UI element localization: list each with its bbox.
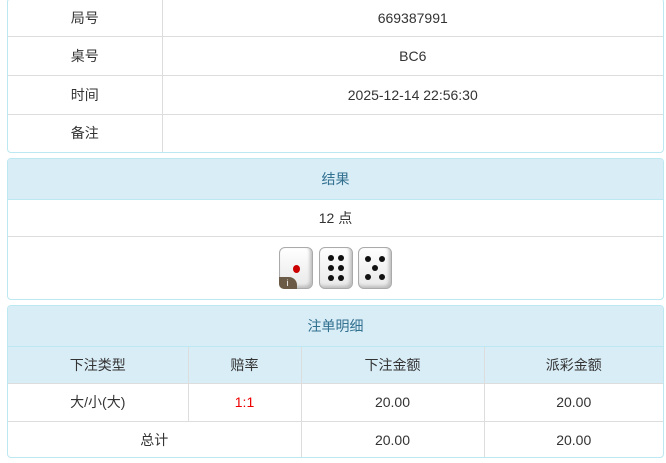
label: 局号 <box>8 0 163 38</box>
payout: 20.00 <box>483 383 663 422</box>
col-payout: 派彩金额 <box>483 347 663 385</box>
table-row: 桌号 BC6 <box>8 36 663 76</box>
table-row: 局号 669387991 <box>8 0 663 38</box>
header-row: 下注类型 赔率 下注金额 派彩金额 <box>8 347 663 385</box>
result-points: 12 点 <box>8 200 663 237</box>
label: 备注 <box>8 113 163 152</box>
dice-row: i <box>8 237 663 289</box>
total-label: 总计 <box>8 420 302 457</box>
round-number: 669387991 <box>161 0 663 38</box>
table-number: BC6 <box>161 36 663 76</box>
table-row: 大/小(大) 1:1 20.00 20.00 <box>8 383 663 422</box>
total-payout: 20.00 <box>483 420 663 457</box>
bet-details-title: 注单明细 <box>8 306 663 347</box>
bet-details-panel: 注单明细 下注类型 赔率 下注金额 派彩金额 大/小(大) 1:1 20.00 20.00 … <box>7 305 664 458</box>
die-5-icon <box>358 247 393 289</box>
col-bet-amount: 下注金额 <box>300 347 485 385</box>
label: 桌号 <box>8 36 163 76</box>
total-amount: 20.00 <box>300 420 485 457</box>
total-row: 总计 20.00 20.00 <box>8 420 663 457</box>
remark <box>161 113 663 152</box>
info-panel: 局号 669387991 桌号 BC6 时间 2025-12-14 22:56:30 … <box>7 0 664 153</box>
time: 2025-12-14 22:56:30 <box>161 74 663 115</box>
bet-amount: 20.00 <box>300 383 485 422</box>
odds: 1:1 <box>187 383 302 422</box>
col-bet-type: 下注类型 <box>8 347 189 385</box>
info-badge[interactable]: i <box>278 277 297 289</box>
bet-type: 大/小(大) <box>8 383 189 422</box>
col-odds: 赔率 <box>187 347 302 385</box>
result-panel: 结果 12 点 i <box>7 158 664 300</box>
die-1-icon: i <box>278 247 313 289</box>
label: 时间 <box>8 74 163 115</box>
die-6-icon <box>318 247 353 289</box>
table-row: 时间 2025-12-14 22:56:30 <box>8 74 663 115</box>
result-title: 结果 <box>8 159 663 200</box>
table-row: 备注 <box>8 113 663 152</box>
